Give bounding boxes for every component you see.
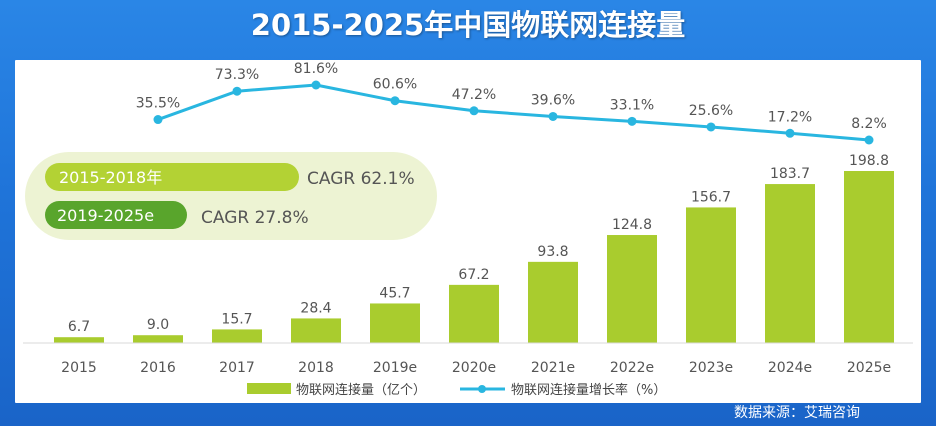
bar-2021e [528,261,578,343]
bar-label-2024e: 183.7 [770,166,810,182]
bar-2022e [607,235,657,343]
bar-2024e [765,184,815,343]
bar-label-2023e: 156.7 [691,189,731,205]
bar-label-2021e: 93.8 [537,244,568,260]
cagr-pill-1 [45,163,299,191]
data-source: 数据来源：艾瑞咨询 [734,405,860,421]
growth-label-2020e: 47.2% [452,87,496,103]
bar-2020e [449,284,499,343]
cagr-value-1: CAGR 62.1% [307,169,415,189]
growth-label-2024e: 17.2% [768,109,812,125]
x-tick-2020e: 2020e [452,360,496,376]
cagr-period-1: 2015-2018年 [59,168,162,187]
bar-label-2018: 28.4 [300,300,331,316]
growth-point-2019e [390,96,400,106]
growth-label-2018: 81.6% [294,61,338,77]
growth-label-2022e: 33.1% [610,97,654,113]
bar-label-2025e: 198.8 [849,153,889,169]
bar-label-2017: 15.7 [221,311,252,327]
bar-2015 [54,337,104,343]
bar-label-2015: 6.7 [68,319,90,335]
bar-label-2022e: 124.8 [612,217,652,233]
x-tick-2015: 2015 [61,360,97,376]
bar-label-2020e: 67.2 [458,267,489,283]
chart-panel: 2015-2018年 CAGR 62.1% 2019-2025e CAGR 27… [15,60,921,403]
growth-point-2023e [706,122,716,132]
x-tick-2017: 2017 [219,360,255,376]
chart-svg: 2015-2018年 CAGR 62.1% 2019-2025e CAGR 27… [23,61,913,398]
growth-label-2021e: 39.6% [531,92,575,108]
growth-point-2020e [469,106,479,116]
growth-point-2018 [311,80,321,90]
bar-2025e [844,171,894,343]
bar-2019e [370,303,420,343]
growth-label-2019e: 60.6% [373,77,417,93]
growth-point-2024e [785,128,795,138]
growth-label-2023e: 25.6% [689,103,733,119]
line-layer: 35.5% 73.3% 81.6% 60.6% 47.2% 39.6% 33.1% 25.6%… [136,61,887,145]
growth-point-2016 [153,115,163,125]
cagr-pill-2 [45,201,187,229]
bar-label-2019e: 45.7 [379,285,410,301]
x-tick-2021e: 2021e [531,360,575,376]
bar-2017 [212,329,262,343]
x-tick-2022e: 2022e [610,360,654,376]
x-tick-2016: 2016 [140,360,176,376]
growth-label-2025e: 8.2% [851,116,887,132]
growth-point-2021e [548,111,558,121]
legend-line-label: 物联网连接量增长率（%） [511,382,666,398]
cagr-box: 2015-2018年 CAGR 62.1% 2019-2025e CAGR 27… [25,152,437,240]
x-tick-2018: 2018 [298,360,334,376]
x-axis: 2015 2016 2017 2018 2019e 2020e 2021e 2022e 2023… [23,342,913,376]
chart-title: 2015-2025年中国物联网连接量 [250,8,686,42]
legend: 物联网连接量（亿个） 物联网连接量增长率（%） [247,382,666,398]
legend-bar-label: 物联网连接量（亿个） [296,382,426,398]
growth-point-2025e [864,135,874,145]
growth-line [157,83,870,142]
cagr-value-2: CAGR 27.8% [201,208,309,228]
x-tick-2023e: 2023e [689,360,733,376]
bar-2018 [291,318,341,343]
x-tick-2024e: 2024e [768,360,812,376]
legend-line-marker [478,385,486,393]
x-tick-2019e: 2019e [373,360,417,376]
cagr-period-2: 2019-2025e [57,206,154,225]
growth-point-2022e [627,116,637,126]
growth-label-2017: 73.3% [215,67,259,83]
bar-2023e [686,207,736,343]
legend-bar-swatch [247,383,291,394]
x-tick-2025e: 2025e [847,360,891,376]
bar-2016 [133,335,183,343]
bar-label-2016: 9.0 [147,317,169,333]
growth-point-2017 [232,86,242,96]
growth-label-2016: 35.5% [136,96,180,112]
bars-layer: 6.7 9.0 15.7 28.4 45.7 67.2 93.8 124.8 156.7 183.… [54,153,894,343]
